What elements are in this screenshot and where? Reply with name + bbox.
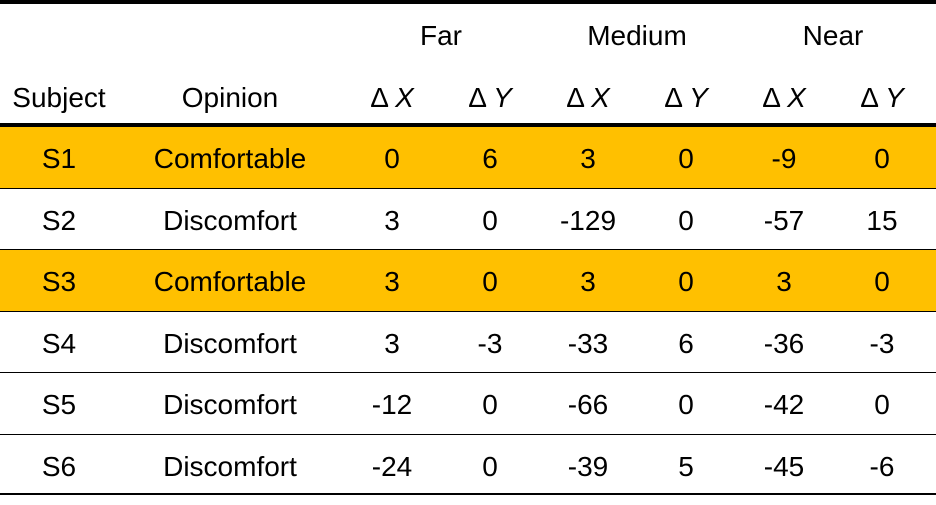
row-divider bbox=[0, 433, 936, 435]
cell-opinion: Discomfort bbox=[163, 204, 297, 236]
cell-near-dx: -57 bbox=[763, 204, 805, 236]
cell-far-dx: -12 bbox=[371, 389, 413, 420]
col-header-medium-dx: Δ X bbox=[566, 82, 610, 113]
cell-subject: S2 bbox=[41, 204, 77, 236]
row-divider bbox=[0, 187, 936, 189]
cell-far-dx: 3 bbox=[384, 266, 400, 297]
header-rule bbox=[0, 123, 936, 127]
cell-near-dx: -36 bbox=[763, 327, 805, 359]
col-header-far-dx: Δ X bbox=[370, 82, 414, 113]
cell-far-dx: 3 bbox=[384, 327, 400, 359]
cell-medium-dx: -129 bbox=[559, 204, 617, 236]
cell-medium-dy: 6 bbox=[678, 327, 694, 359]
cell-medium-dx: -39 bbox=[567, 450, 609, 482]
cell-far-dx: -24 bbox=[371, 450, 413, 482]
cell-subject: S1 bbox=[41, 143, 77, 174]
row-highlight bbox=[0, 127, 936, 188]
cell-opinion: Comfortable bbox=[153, 143, 307, 174]
cell-opinion: Discomfort bbox=[163, 450, 297, 482]
cell-far-dy: 0 bbox=[482, 389, 498, 420]
cell-subject: S5 bbox=[41, 389, 77, 420]
cell-subject: S6 bbox=[41, 450, 77, 482]
row-divider bbox=[0, 310, 936, 312]
col-header-near-dx: Δ X bbox=[762, 82, 806, 113]
top-rule bbox=[0, 0, 936, 4]
cell-opinion: Discomfort bbox=[163, 327, 297, 359]
cell-far-dx: 3 bbox=[384, 204, 400, 236]
cell-near-dy: 15 bbox=[866, 204, 898, 236]
cell-medium-dy: 0 bbox=[678, 143, 694, 174]
cell-near-dy: 0 bbox=[874, 266, 890, 297]
cell-medium-dx: -66 bbox=[567, 389, 609, 420]
col-header-near-dy: Δ Y bbox=[860, 82, 904, 113]
cell-far-dy: 6 bbox=[482, 143, 498, 174]
cell-medium-dx: -33 bbox=[567, 327, 609, 359]
cell-far-dy: 0 bbox=[482, 204, 498, 236]
cell-near-dx: -42 bbox=[763, 389, 805, 420]
row-divider bbox=[0, 372, 936, 373]
cell-near-dx: -9 bbox=[771, 143, 797, 174]
cell-opinion: Discomfort bbox=[163, 389, 297, 420]
col-header-opinion: Opinion bbox=[181, 82, 279, 113]
cell-near-dx: 3 bbox=[776, 266, 792, 297]
cell-far-dy: 0 bbox=[482, 450, 498, 482]
cell-medium-dx: 3 bbox=[580, 143, 596, 174]
col-header-medium-dy: Δ Y bbox=[664, 82, 708, 113]
group-header-far: Far bbox=[420, 20, 462, 51]
cell-subject: S3 bbox=[41, 266, 77, 297]
row-divider bbox=[0, 249, 936, 250]
cell-medium-dy: 0 bbox=[678, 204, 694, 236]
col-header-far-dy: Δ Y bbox=[468, 82, 512, 113]
cell-far-dy: -3 bbox=[477, 327, 503, 359]
cell-near-dy: -6 bbox=[869, 450, 895, 482]
cell-medium-dx: 3 bbox=[580, 266, 596, 297]
cell-far-dy: 0 bbox=[482, 266, 498, 297]
cell-near-dy: 0 bbox=[874, 389, 890, 420]
col-header-subject: Subject bbox=[12, 82, 106, 113]
group-header-medium: Medium bbox=[587, 20, 687, 51]
cell-subject: S4 bbox=[41, 327, 77, 359]
cell-near-dy: 0 bbox=[874, 143, 890, 174]
bottom-rule bbox=[0, 493, 936, 495]
cell-medium-dy: 5 bbox=[678, 450, 694, 482]
cell-medium-dy: 0 bbox=[678, 389, 694, 420]
row-highlight bbox=[0, 250, 936, 311]
cell-near-dx: -45 bbox=[763, 450, 805, 482]
cell-far-dx: 0 bbox=[384, 143, 400, 174]
group-header-near: Near bbox=[802, 20, 864, 51]
cell-opinion: Comfortable bbox=[153, 266, 307, 297]
cell-near-dy: -3 bbox=[869, 327, 895, 359]
cell-medium-dy: 0 bbox=[678, 266, 694, 297]
